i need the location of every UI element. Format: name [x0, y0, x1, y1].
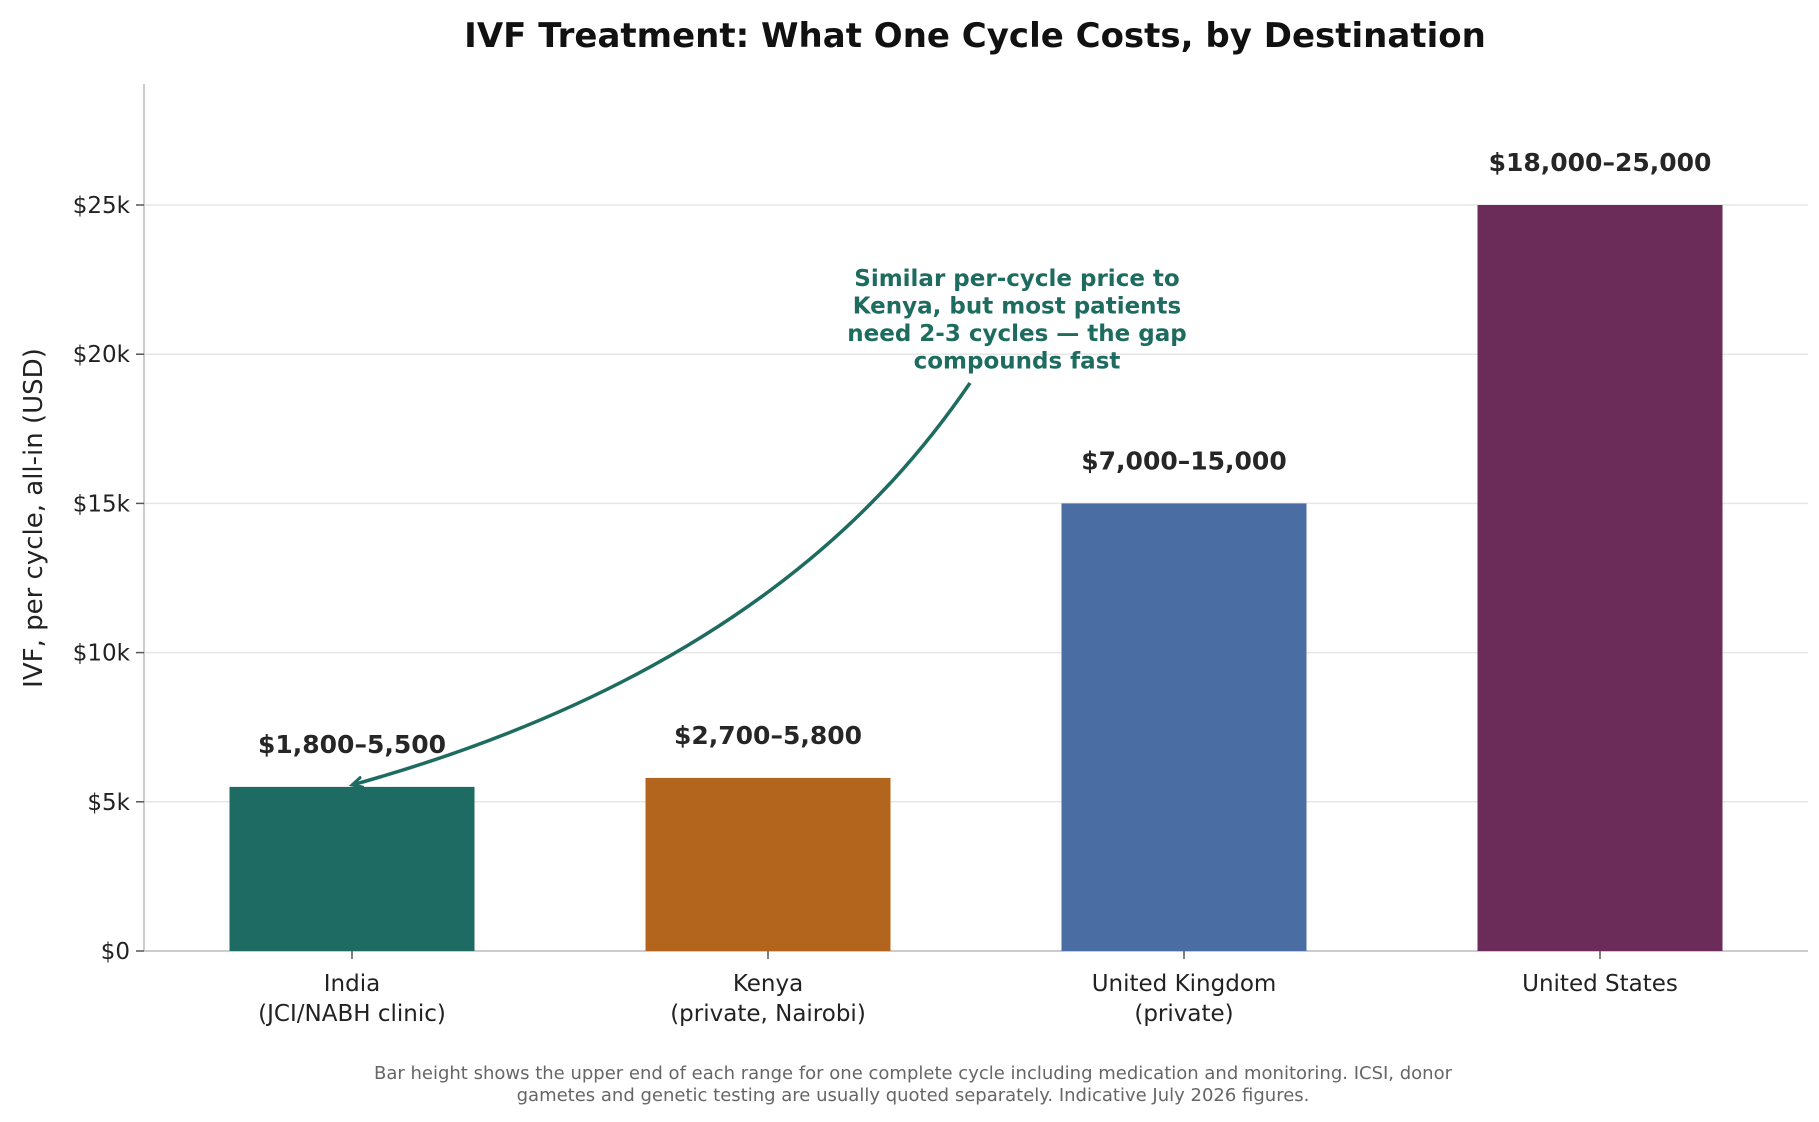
bar — [1477, 205, 1723, 951]
x-tick-label: (private) — [1134, 1001, 1233, 1027]
data-label: $7,000–15,000 — [1081, 446, 1286, 475]
x-tick-label: United Kingdom — [1092, 971, 1277, 997]
data-label: $2,700–5,800 — [674, 721, 862, 750]
x-tick-label: United States — [1522, 971, 1678, 997]
x-tick-label: (JCI/NABH clinic) — [258, 1001, 446, 1027]
footnote-line: Bar height shows the upper end of each r… — [374, 1063, 1453, 1084]
x-tick-label: India — [324, 971, 380, 997]
y-ticks: $0 $5k $10k $15k $20k $25k — [73, 193, 144, 965]
annotation-line: Similar per-cycle price to — [854, 266, 1179, 292]
y-tick-label: $0 — [101, 939, 130, 965]
footnote-line: gametes and genetic testing are usually … — [517, 1085, 1310, 1106]
bar — [1061, 503, 1307, 951]
x-tick-label: (private, Nairobi) — [670, 1001, 866, 1027]
y-tick-label: $5k — [87, 790, 130, 816]
y-tick-label: $15k — [73, 491, 131, 517]
annotation-line: need 2-3 cycles — the gap — [847, 321, 1186, 347]
annotation-arrow — [352, 382, 972, 785]
bar — [645, 777, 891, 951]
y-tick-label: $10k — [73, 641, 131, 667]
bars — [229, 205, 1723, 951]
x-tick-label: Kenya — [733, 971, 803, 997]
annotation-line: compounds fast — [914, 349, 1121, 375]
y-tick-label: $25k — [73, 193, 131, 219]
data-labels: $1,800–5,500 $2,700–5,800 $7,000–15,000 $18… — [258, 148, 1711, 759]
x-ticks: India (JCI/NABH clinic) Kenya (private, Nai… — [258, 951, 1678, 1027]
data-label: $18,000–25,000 — [1489, 148, 1712, 177]
y-tick-label: $20k — [73, 342, 131, 368]
bar — [229, 786, 475, 951]
y-axis-label: IVF, per cycle, all-in (USD) — [19, 348, 49, 688]
data-label: $1,800–5,500 — [258, 730, 446, 759]
chart-title: IVF Treatment: What One Cycle Costs, by … — [464, 16, 1486, 56]
annotation-line: Kenya, but most patients — [853, 294, 1181, 320]
footnote: Bar height shows the upper end of each r… — [374, 1063, 1453, 1106]
